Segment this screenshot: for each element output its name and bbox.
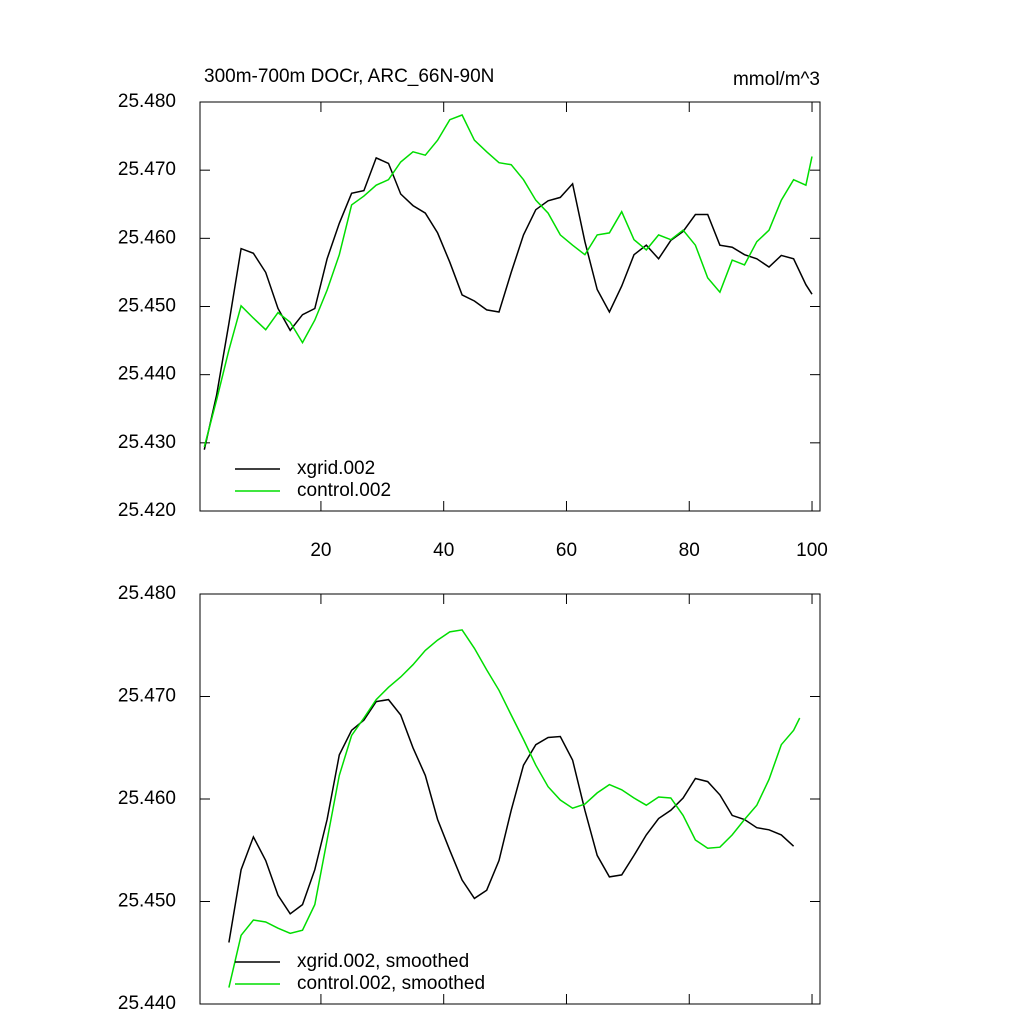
legend-label: xgrid.002, smoothed (297, 951, 469, 972)
y-tick-label: 25.470 (118, 159, 176, 180)
y-tick-label: 25.470 (118, 686, 176, 707)
y-tick-label: 25.450 (118, 891, 176, 912)
legend-label: control.002 (297, 480, 391, 501)
plot-frame (199, 593, 821, 1005)
data-line (228, 629, 801, 988)
y-tick-label: 25.480 (118, 583, 176, 604)
legend-label: control.002, smoothed (297, 973, 485, 994)
x-tick-label: 100 (796, 540, 828, 561)
units-label: mmol/m^3 (733, 69, 820, 90)
y-tick-label: 25.480 (118, 91, 176, 112)
data-line (203, 114, 813, 448)
x-tick-label: 80 (679, 540, 700, 561)
y-tick-label: 25.420 (118, 500, 176, 521)
y-tick-label: 25.450 (118, 296, 176, 317)
legend-label: xgrid.002 (297, 458, 375, 479)
y-tick-label: 25.440 (118, 993, 176, 1014)
x-tick-label: 40 (433, 540, 454, 561)
y-tick-label: 25.430 (118, 432, 176, 453)
plot-frame (199, 101, 821, 512)
data-line (203, 156, 813, 450)
y-tick-label: 25.460 (118, 227, 176, 248)
y-tick-label: 25.460 (118, 788, 176, 809)
x-tick-label: 60 (556, 540, 577, 561)
chart-title: 300m-700m DOCr, ARC_66N-90N (204, 66, 494, 87)
x-tick-label: 20 (310, 540, 331, 561)
data-line (228, 698, 795, 943)
y-tick-label: 25.440 (118, 364, 176, 385)
